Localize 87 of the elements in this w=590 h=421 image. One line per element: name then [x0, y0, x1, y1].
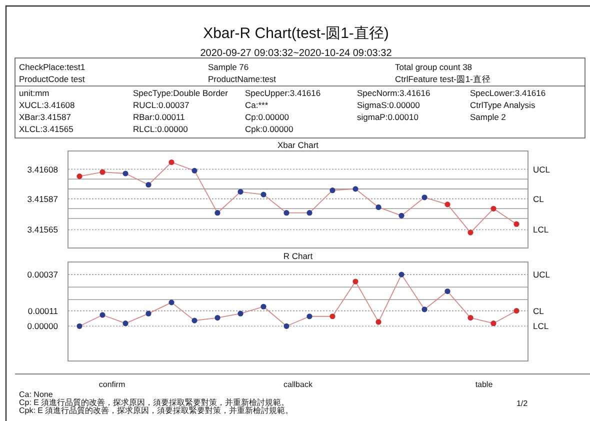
- point: [514, 308, 520, 314]
- text: confirm: [98, 380, 126, 389]
- text: SpecUpper:3.41616: [245, 88, 321, 98]
- point: [468, 230, 474, 236]
- point: [146, 310, 152, 316]
- text: unit:mm: [19, 88, 50, 98]
- point: [168, 159, 174, 166]
- text: SpecLower:3.41616: [470, 88, 546, 98]
- point: [100, 312, 106, 318]
- text: Sample 76: [208, 62, 249, 72]
- text: CheckPlace:test1: [19, 62, 86, 72]
- y-tick-label: 3.41587: [27, 194, 58, 204]
- point: [306, 314, 312, 320]
- point: [306, 210, 312, 216]
- text: sigmaP:0.00010: [357, 112, 419, 122]
- y-tick-label: 3.41565: [27, 224, 58, 235]
- point: [376, 319, 382, 325]
- point: [260, 304, 266, 310]
- point: [422, 306, 428, 312]
- text: SigmaS:0.00000: [357, 100, 420, 110]
- ref-line-label: LCL: [533, 321, 549, 332]
- point: [238, 310, 244, 316]
- point: [468, 314, 474, 321]
- point: [284, 210, 290, 216]
- point: [192, 318, 198, 324]
- chart-title: Xbar Chart: [277, 140, 320, 150]
- point: [238, 188, 244, 195]
- point: [352, 186, 358, 192]
- point: [422, 194, 428, 200]
- point: [444, 202, 450, 208]
- text: CtrlFeature test-圆1-直径: [395, 74, 491, 84]
- text: RBar:0.00011: [133, 112, 186, 122]
- point: [122, 170, 128, 176]
- point: [146, 182, 152, 188]
- point: [122, 320, 128, 326]
- y-tick-label: 0.00037: [27, 270, 58, 280]
- text: XLCL:3.41565: [19, 124, 74, 134]
- text: 2020-09-27 09:03:32~2020-10-24 09:03:32: [200, 48, 392, 59]
- text: SpecType:Double Border: [133, 88, 228, 98]
- point: [376, 204, 382, 210]
- point: [100, 169, 106, 175]
- y-tick-label: 3.41608: [27, 164, 58, 174]
- text: table: [475, 380, 494, 389]
- point: [352, 278, 358, 284]
- ref-line-label: LCL: [533, 224, 549, 235]
- text: ProductName:test: [208, 74, 277, 84]
- text: callback: [284, 380, 314, 389]
- text: Cp:0.00000: [245, 112, 290, 122]
- text: Cpk:0.00000: [245, 124, 294, 134]
- text: Ca:***: [245, 100, 269, 110]
- text: Xbar-R Chart(test-圆1-直径): [203, 25, 389, 42]
- text: Cpk: E 須進行品質的改善，探求原因，須要採取緊要對策，并重新檢討規範。: [19, 406, 294, 415]
- point: [214, 314, 220, 321]
- point: [330, 314, 336, 320]
- point: [330, 188, 336, 194]
- point: [76, 323, 82, 329]
- text: RLCL:0.00000: [133, 124, 188, 134]
- text: XBar:3.41587: [19, 112, 72, 122]
- point: [260, 192, 266, 198]
- text: Sample 2: [470, 112, 506, 122]
- text: ProductCode test: [19, 74, 86, 84]
- chart-title: R Chart: [283, 251, 314, 261]
- text: CtrlType Analysis: [470, 100, 536, 110]
- ref-line-label: UCL: [533, 270, 550, 280]
- text: Total group count 38: [395, 62, 472, 72]
- point: [214, 210, 220, 216]
- point: [168, 300, 174, 306]
- y-tick-label: 0.00000: [27, 321, 58, 332]
- point: [490, 206, 496, 212]
- point: [444, 288, 450, 294]
- text: 1/2: [516, 399, 528, 408]
- y-tick-label: 0.00011: [28, 306, 58, 316]
- point: [514, 221, 520, 227]
- point: [76, 174, 82, 180]
- ref-line-label: CL: [533, 194, 544, 204]
- text: Ca: None: [19, 390, 54, 399]
- point: [398, 272, 404, 278]
- point: [192, 168, 198, 174]
- ref-line-label: UCL: [533, 164, 550, 174]
- text: Cp: E 須進行品質的改善，探求原因，須要採取緊要對策，并重新檢討規範。: [19, 398, 290, 407]
- text: SpecNorm:3.41616: [357, 88, 431, 98]
- text: XUCL:3.41608: [19, 100, 76, 110]
- text: RUCL:0.00037: [133, 100, 190, 110]
- ref-line-label: CL: [533, 306, 544, 316]
- point: [398, 212, 404, 218]
- point: [284, 323, 290, 329]
- point: [490, 320, 496, 326]
